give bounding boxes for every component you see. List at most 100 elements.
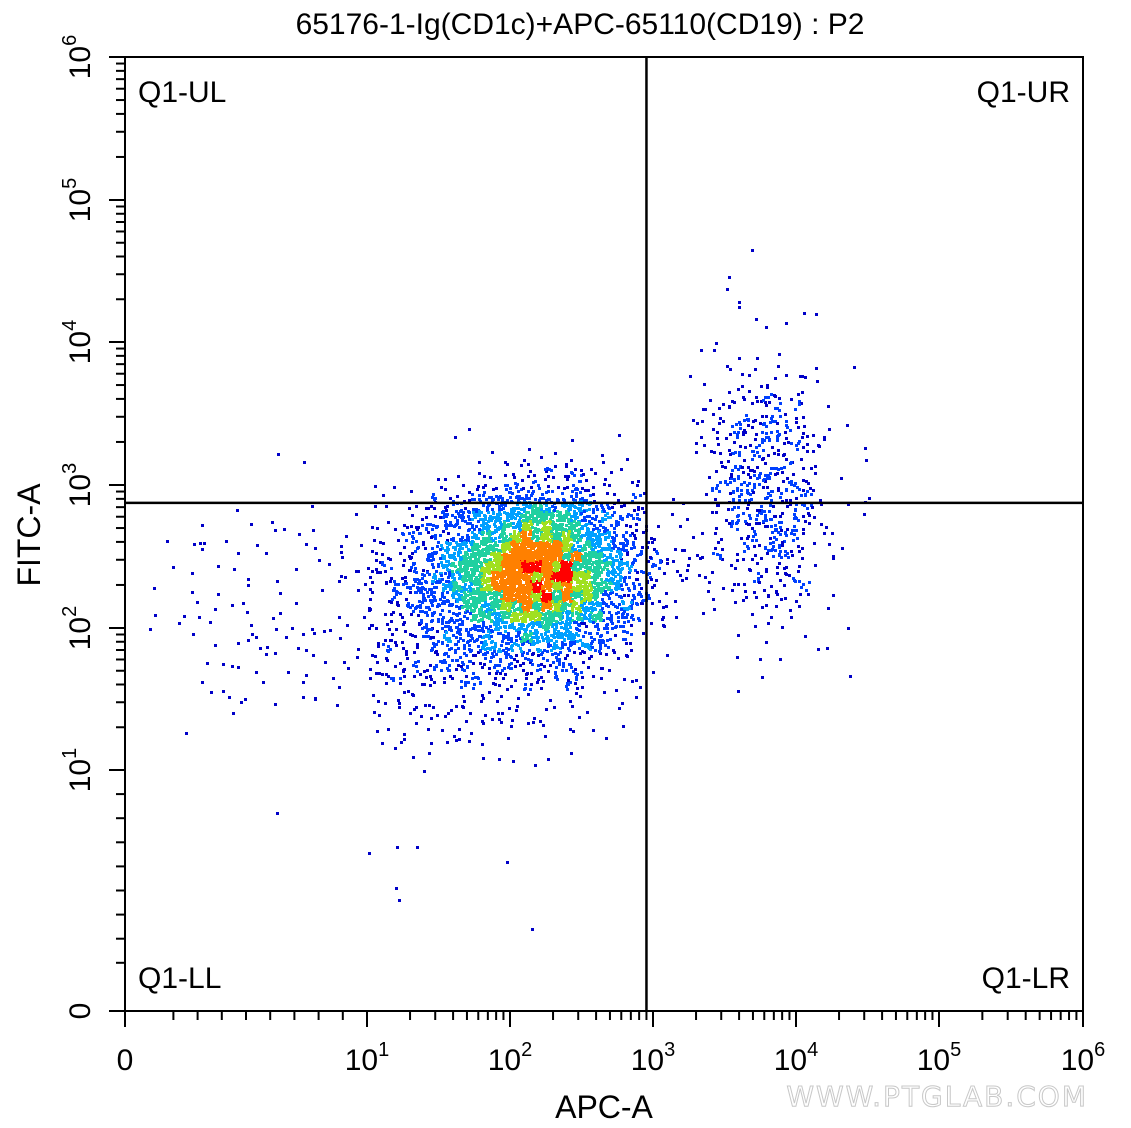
data-point: [656, 552, 659, 555]
data-point: [483, 548, 486, 551]
data-point: [265, 552, 268, 555]
data-point: [617, 547, 620, 550]
data-point: [464, 611, 467, 614]
data-point: [455, 636, 458, 639]
data-point: [584, 590, 587, 593]
data-point: [503, 523, 506, 526]
data-point: [552, 476, 555, 479]
data-point: [521, 620, 524, 623]
data-point: [513, 509, 516, 512]
data-point: [536, 588, 539, 591]
data-point: [593, 500, 596, 503]
data-point: [471, 677, 474, 680]
data-point: [502, 573, 505, 576]
data-point: [606, 631, 609, 634]
data-point: [598, 574, 601, 577]
data-point: [666, 558, 669, 561]
data-point: [588, 545, 591, 548]
data-point: [510, 584, 513, 587]
data-point: [499, 513, 502, 516]
data-point: [571, 633, 574, 636]
data-point: [607, 605, 610, 608]
data-point: [595, 515, 598, 518]
data-point: [559, 539, 562, 542]
data-point: [564, 504, 567, 507]
data-point: [528, 497, 531, 500]
data-point: [535, 569, 538, 572]
data-point: [502, 677, 505, 680]
data-point: [578, 585, 581, 588]
data-point: [551, 490, 554, 493]
data-point: [571, 490, 574, 493]
data-point: [477, 558, 480, 561]
data-point: [589, 494, 592, 497]
data-point: [481, 604, 484, 607]
data-point: [467, 515, 470, 518]
data-point: [387, 645, 390, 648]
data-point: [570, 550, 573, 553]
data-point: [430, 588, 433, 591]
data-point: [397, 539, 400, 542]
data-point: [568, 635, 571, 638]
data-point: [589, 581, 592, 584]
data-point: [606, 556, 609, 559]
data-point: [630, 607, 633, 610]
data-point: [584, 552, 587, 555]
data-point: [529, 555, 532, 558]
data-point: [487, 511, 490, 514]
data-point: [555, 540, 558, 543]
data-point: [559, 600, 562, 603]
data-point: [556, 604, 559, 607]
data-point: [544, 626, 547, 629]
data-point: [582, 661, 585, 664]
data-point: [514, 679, 517, 682]
data-point: [541, 651, 544, 654]
data-point: [447, 524, 450, 527]
data-point: [478, 545, 481, 548]
data-point: [559, 516, 562, 519]
data-point: [577, 507, 580, 510]
data-point: [463, 615, 466, 618]
data-point: [483, 491, 486, 494]
data-point: [458, 515, 461, 518]
data-point: [585, 509, 588, 512]
data-point: [596, 539, 599, 542]
data-point: [531, 560, 534, 563]
data-point: [560, 586, 563, 589]
data-point: [500, 611, 503, 614]
data-point: [441, 595, 444, 598]
data-point: [542, 680, 545, 683]
data-point: [558, 559, 561, 562]
data-point: [618, 707, 621, 710]
data-point: [565, 566, 568, 569]
data-point: [649, 556, 652, 559]
data-point: [716, 484, 719, 487]
data-point: [513, 609, 516, 612]
data-point: [436, 630, 439, 633]
data-point: [600, 677, 603, 680]
data-point: [562, 604, 565, 607]
data-point: [619, 625, 622, 628]
data-point: [510, 516, 513, 519]
data-point: [637, 617, 640, 620]
data-point: [553, 603, 556, 606]
data-point: [540, 577, 543, 580]
data-point: [550, 578, 553, 581]
data-point: [454, 516, 457, 519]
data-point: [583, 651, 586, 654]
data-point: [416, 670, 419, 673]
data-point: [523, 560, 526, 563]
data-point: [615, 523, 618, 526]
data-point: [675, 616, 678, 619]
data-point: [577, 572, 580, 575]
data-point: [514, 600, 517, 603]
data-point: [591, 543, 594, 546]
data-point: [536, 641, 539, 644]
data-point: [471, 637, 474, 640]
data-point: [423, 626, 426, 629]
data-point: [401, 641, 404, 644]
data-point: [612, 578, 615, 581]
data-point: [590, 468, 593, 471]
data-point: [457, 569, 460, 572]
data-point: [574, 682, 577, 685]
